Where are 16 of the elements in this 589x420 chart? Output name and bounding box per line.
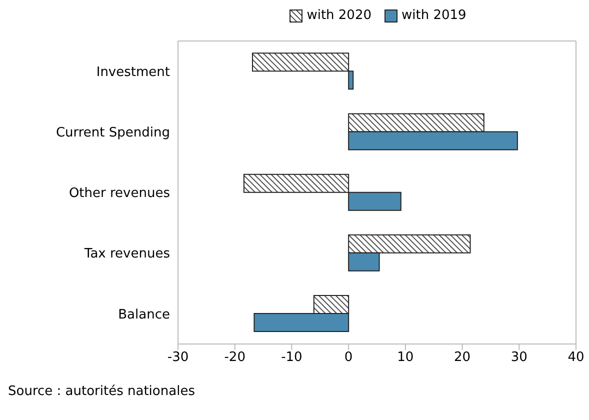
x-tick-label: 30 [510, 350, 528, 366]
y-tick-label: Balance [118, 307, 170, 322]
x-tick-label: 20 [454, 350, 471, 366]
x-tick-label: -10 [281, 350, 302, 366]
y-tick-label: Other revenues [68, 186, 170, 202]
x-tick-label: -20 [224, 350, 246, 366]
y-tick-label: Current Spending [56, 126, 170, 141]
y-tick-label: Investment [96, 64, 170, 80]
legend-label: with 2019 [400, 8, 466, 23]
x-tick-label: 0 [344, 350, 353, 366]
x-tick-label: 40 [568, 350, 584, 366]
x-tick-label: -30 [167, 350, 189, 366]
source-note: Source : autorités nationales [8, 384, 196, 399]
text: with 2020 [306, 8, 372, 23]
x-tick-label: 10 [397, 350, 414, 366]
y-tick-label: Tax revenues [83, 246, 170, 262]
